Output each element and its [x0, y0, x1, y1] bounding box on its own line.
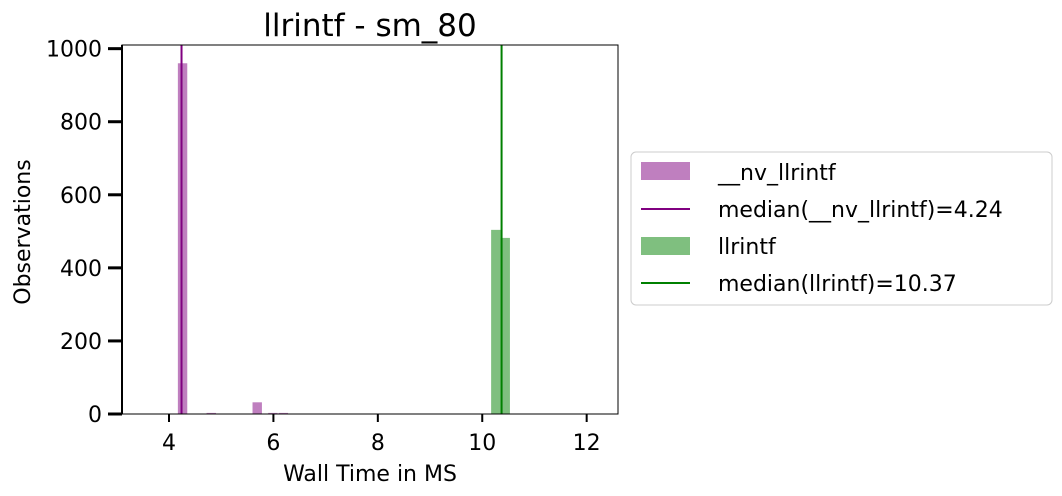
y-tick-label: 1000 — [46, 38, 102, 63]
y-tick-label: 400 — [60, 257, 102, 282]
y-axis-label: Observations — [11, 159, 36, 304]
y-tick-label: 800 — [60, 111, 102, 136]
chart-title: llrintf - sm_80 — [263, 8, 477, 44]
plot-frame — [121, 44, 619, 415]
bar-llrintf-1 — [500, 237, 510, 414]
x-tick-label: 8 — [371, 431, 385, 456]
bar-nv-llrintf-4 — [278, 412, 289, 414]
bars-group — [177, 63, 510, 414]
y-tick-label: 600 — [60, 184, 102, 209]
legend-label-median-llrintf: median(llrintf)=10.37 — [718, 272, 957, 297]
x-axis-label: Wall Time in MS — [283, 462, 457, 487]
legend-frame — [630, 151, 1053, 306]
x-tick-label: 4 — [162, 431, 176, 456]
legend-label-nv-llrintf: __nv_llrintf — [717, 161, 837, 186]
x-tick-label: 12 — [573, 431, 601, 456]
x-axis-ticks: 4 6 8 10 12 — [162, 414, 601, 456]
y-tick-label: 200 — [60, 330, 102, 355]
bar-nv-llrintf-1 — [206, 412, 216, 414]
bar-nv-llrintf-2 — [252, 402, 262, 414]
x-tick-label: 10 — [468, 431, 496, 456]
bar-nv-llrintf-3 — [268, 412, 278, 414]
legend-label-llrintf: llrintf — [718, 235, 777, 260]
legend-swatch-nv-llrintf — [641, 162, 690, 180]
bar-nv-llrintf-0 — [177, 63, 188, 414]
legend-swatch-llrintf — [641, 237, 690, 255]
median-lines-group — [180, 45, 503, 414]
x-tick-label: 6 — [266, 431, 280, 456]
legend-label-median-nv-llrintf: median(__nv_llrintf)=4.24 — [718, 198, 1003, 223]
y-tick-label: 0 — [88, 403, 102, 428]
bar-llrintf-0 — [491, 229, 501, 414]
y-axis-ticks: 0 200 400 600 800 1000 — [46, 38, 122, 428]
legend: __nv_llrintf median(__nv_llrintf)=4.24 l… — [630, 151, 1053, 306]
